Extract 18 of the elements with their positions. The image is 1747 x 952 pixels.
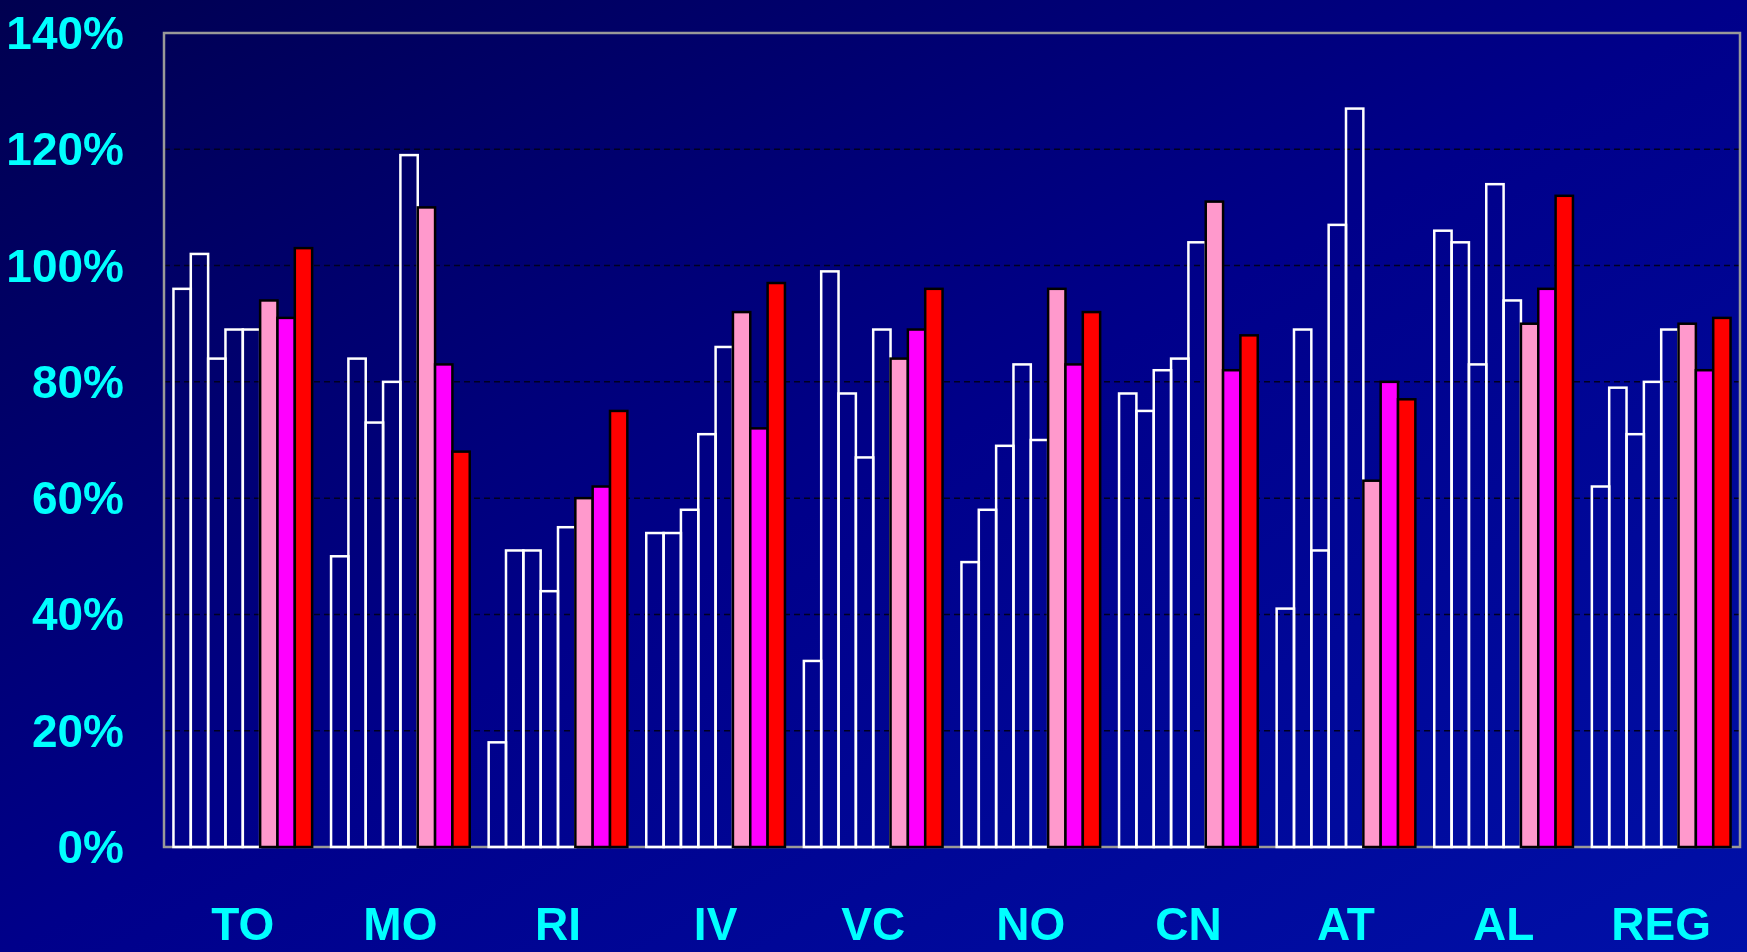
y-tick-label: 0% [57,821,124,873]
x-tick-label: AL [1472,898,1535,950]
x-tick-label: VC [841,898,906,950]
y-tick-label: 20% [31,704,124,757]
y-tick-label: 80% [31,355,124,408]
x-tick-label: IV [693,898,738,950]
y-tick-label: 120% [6,123,124,176]
x-tick-label: MO [363,898,438,950]
x-tick-label: NO [996,898,1066,950]
y-tick-label: 60% [31,472,124,525]
x-tick-label: REG [1611,898,1712,950]
y-tick-label: 140% [6,7,124,59]
x-tick-label: CN [1155,898,1222,950]
y-tick-label: 40% [31,588,124,641]
x-tick-label: RI [535,898,581,950]
y-tick-label: 100% [6,239,124,292]
x-tick-label: AT [1317,898,1375,950]
x-tick-label: TO [211,898,275,950]
